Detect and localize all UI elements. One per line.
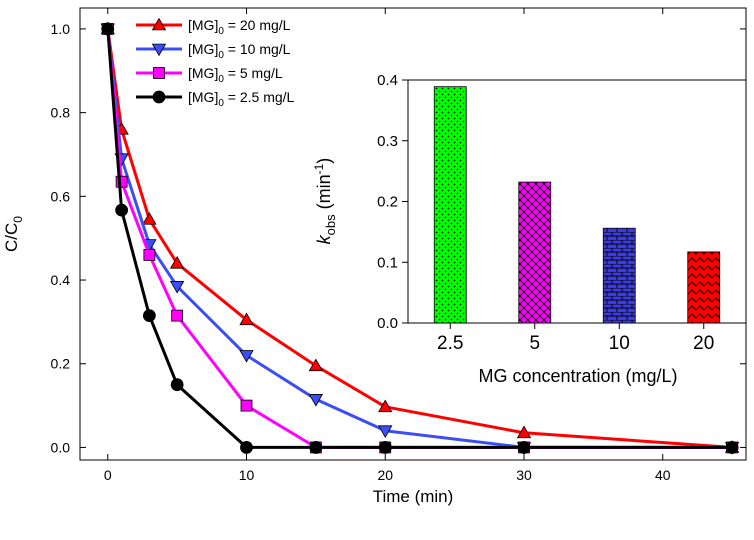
- main-x-axis-title: Time (min): [373, 487, 454, 506]
- y-tick-label: 0.4: [51, 272, 71, 288]
- data-point: [240, 399, 253, 412]
- inset-y-tick-label: 0.3: [377, 133, 398, 150]
- inset-x-tick-label: 5: [529, 333, 540, 354]
- inset-chart: 0.0 0.1 0.2 0.3 0.4 2.5 5 10 20 MG concentratio…: [312, 72, 747, 386]
- legend-item: [MG]0 = 2.5 mg/L: [136, 89, 295, 109]
- data-point: [378, 441, 392, 454]
- main-y-axis-title: C/C0: [2, 216, 25, 252]
- inset-bar-group: 10: [602, 227, 636, 354]
- y-tick-label: 0.6: [51, 188, 71, 204]
- data-point: [378, 399, 393, 413]
- inset-y-tick-label: 0.0: [377, 315, 398, 332]
- legend-item: [MG]0 = 10 mg/L: [136, 41, 291, 61]
- legend-item: [MG]0 = 20 mg/L: [136, 17, 291, 37]
- data-point: [142, 309, 156, 323]
- data-point: [143, 249, 156, 261]
- inset-axes: 0.0 0.1 0.2 0.3 0.4: [377, 72, 408, 332]
- data-point: [115, 203, 129, 217]
- inset-x-tick-label: 10: [609, 333, 630, 354]
- legend-label: [MG]0 = 5 mg/L: [188, 65, 283, 85]
- legend-label: [MG]0 = 2.5 mg/L: [188, 89, 295, 109]
- data-point: [308, 358, 324, 372]
- inset-x-tick-label: 2.5: [437, 333, 463, 354]
- data-point: [169, 255, 185, 269]
- data-point: [239, 350, 254, 363]
- legend: [MG]0 = 20 mg/L [MG]0 = 10 mg/L [MG]0 = 5 …: [136, 17, 295, 109]
- inset-bar: [687, 251, 721, 324]
- data-point: [517, 441, 531, 454]
- data-point: [101, 22, 115, 36]
- legend-item: [MG]0 = 5 mg/L: [136, 65, 283, 85]
- x-tick-label: 10: [239, 467, 255, 483]
- inset-bar-group: 2.5: [433, 86, 467, 354]
- legend-marker: [153, 67, 165, 79]
- legend-marker: [151, 17, 167, 31]
- y-tick-label: 0.0: [51, 439, 71, 455]
- inset-x-tick-label: 20: [693, 333, 714, 354]
- inset-y-tick-label: 0.2: [377, 194, 398, 211]
- data-point: [239, 312, 254, 326]
- data-point: [378, 425, 393, 439]
- y-tick-label: 0.8: [51, 105, 71, 121]
- inset-bar-group: 5: [518, 181, 552, 354]
- series-group: [100, 21, 740, 453]
- y-tick-label: 1.0: [51, 21, 71, 37]
- series-layer: [100, 21, 740, 455]
- data-point: [725, 441, 739, 454]
- inset-bars: 2.5 5 10 20: [433, 86, 721, 354]
- data-point: [115, 175, 128, 188]
- legend-label: [MG]0 = 20 mg/L: [188, 17, 291, 37]
- inset-bar-group: 20: [687, 251, 721, 354]
- x-tick-label: 20: [377, 467, 393, 483]
- x-tick-label: 0: [104, 467, 112, 483]
- legend-label: [MG]0 = 10 mg/L: [188, 41, 291, 61]
- data-point: [240, 441, 253, 454]
- x-tick-label: 30: [516, 467, 532, 483]
- inset-bar: [518, 181, 552, 324]
- data-point: [309, 441, 323, 454]
- y-tick-label: 0.2: [51, 356, 71, 372]
- data-point: [169, 281, 185, 294]
- inset-x-axis-title: MG concentration (mg/L): [478, 366, 677, 386]
- legend-marker: [152, 90, 166, 104]
- legend-marker: [151, 43, 167, 57]
- main-axes: 0 10 20 30 40 0.0 0.2 0.4 0.6 0.8 1.0: [51, 8, 746, 483]
- data-point: [171, 309, 184, 322]
- data-point: [170, 378, 184, 392]
- data-point: [516, 425, 532, 439]
- x-tick-label: 40: [655, 467, 671, 483]
- inset-y-tick-label: 0.4: [377, 72, 398, 89]
- series-group: [101, 22, 739, 454]
- data-point: [142, 212, 157, 225]
- data-point: [308, 394, 324, 407]
- inset-bar: [433, 86, 467, 324]
- inset-y-tick-label: 0.1: [377, 254, 398, 271]
- inset-y-axis-title: kobs (min-1): [312, 158, 338, 245]
- inset-bar: [602, 227, 636, 324]
